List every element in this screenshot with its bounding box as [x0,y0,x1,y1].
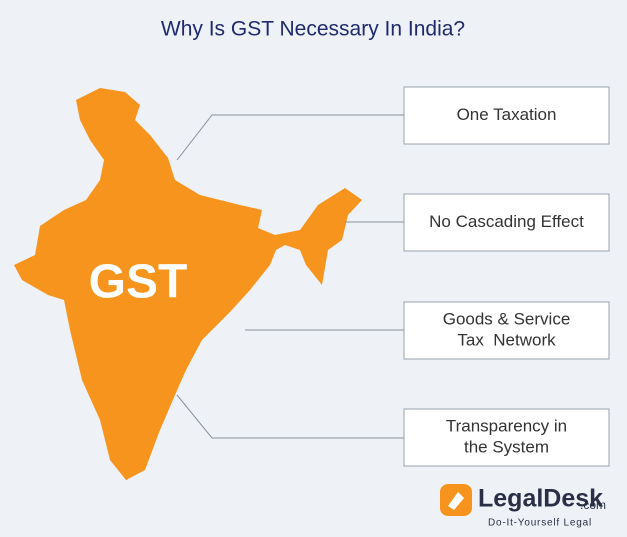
reason-text: Goods & Service [443,309,571,328]
reason-text: One Taxation [457,105,557,124]
title: Why Is GST Necessary In India? [161,18,465,41]
india-map [14,88,362,480]
connector [176,394,404,439]
reason-text: the System [464,437,549,456]
logo: LegalDesk .com Do-It-Yourself Legal [440,484,606,529]
reason-text: No Cascading Effect [429,212,584,231]
map-label: GST [89,256,188,309]
reason-box [403,408,610,467]
logo-gavel [448,492,464,510]
logo-suffix: .com [580,498,606,512]
boxes: One Taxation No Cascading Effect Goods & S… [403,86,610,467]
logo-name: LegalDesk [478,485,603,513]
reason-box [403,301,610,360]
reason-text: Tax Network [457,330,556,349]
logo-tagline: Do-It-Yourself Legal [488,518,592,529]
connector [176,114,404,161]
reason-box [403,86,610,145]
reason-box [403,193,610,252]
reason-text: Transparency in [446,416,567,435]
